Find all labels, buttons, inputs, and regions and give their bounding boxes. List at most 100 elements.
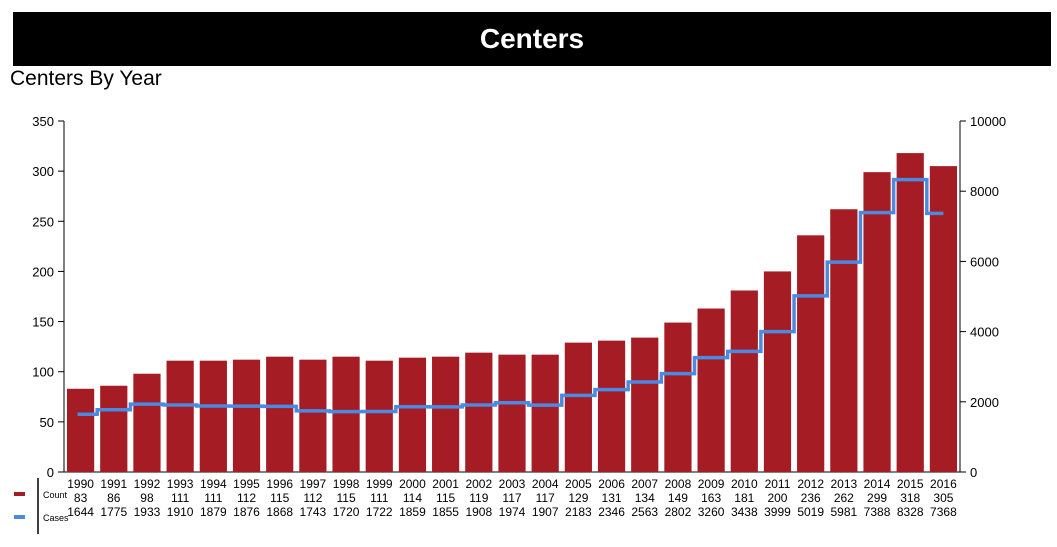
year-label-2014: 2014: [864, 477, 891, 491]
cases-label-1993: 1910: [167, 505, 194, 519]
legend-cases-swatch: [14, 515, 25, 519]
bar-count-1993: [166, 360, 194, 472]
year-label-1994: 1994: [200, 477, 227, 491]
year-label-2008: 2008: [665, 477, 692, 491]
cases-label-1997: 1743: [300, 505, 327, 519]
count-label-1995: 112: [237, 491, 256, 505]
count-label-2003: 117: [502, 491, 521, 505]
cases-label-2005: 2183: [565, 505, 592, 519]
left-tick-label: 300: [32, 164, 54, 179]
cases-label-1996: 1868: [266, 505, 293, 519]
cases-label-2011: 3999: [764, 505, 791, 519]
cases-label-2006: 2346: [598, 505, 625, 519]
bar-count-2010: [730, 290, 758, 472]
bar-count-2006: [597, 340, 626, 472]
bar-count-1991: [100, 385, 128, 472]
bar-count-1995: [232, 359, 261, 472]
cases-label-2001: 1855: [432, 505, 459, 519]
year-label-2003: 2003: [499, 477, 526, 491]
bar-count-1998: [332, 356, 360, 472]
year-label-2001: 2001: [432, 477, 459, 491]
year-label-2013: 2013: [831, 477, 858, 491]
count-label-2014: 299: [867, 491, 887, 505]
bar-count-2012: [797, 235, 825, 472]
right-tick-label: 4000: [970, 325, 999, 340]
cases-label-1994: 1879: [200, 505, 227, 519]
count-label-1990: 83: [74, 491, 88, 505]
count-label-1997: 112: [303, 491, 322, 505]
year-label-2005: 2005: [565, 477, 592, 491]
left-tick-label: 150: [32, 315, 54, 330]
chart-title: Centers By Year: [10, 67, 162, 90]
year-label-1996: 1996: [266, 477, 293, 491]
count-label-2005: 129: [568, 491, 588, 505]
bar-count-2013: [830, 209, 858, 472]
legend-count-swatch: [14, 492, 25, 496]
bar-count-2014: [863, 172, 891, 472]
year-label-2004: 2004: [532, 477, 559, 491]
right-tick-label: 2000: [970, 395, 999, 410]
count-label-2011: 200: [767, 491, 787, 505]
bar-count-2004: [531, 354, 559, 472]
bar-count-1992: [133, 373, 161, 472]
bar-count-2001: [432, 356, 460, 472]
bars: [66, 153, 958, 472]
bar-count-2009: [697, 308, 725, 472]
count-label-2009: 163: [701, 491, 721, 505]
count-label-2004: 117: [536, 491, 555, 505]
bar-count-1990: [66, 388, 95, 472]
year-label-1995: 1995: [233, 477, 260, 491]
bar-count-2008: [664, 322, 692, 472]
cases-label-1995: 1876: [233, 505, 260, 519]
bar-count-2002: [465, 352, 493, 472]
cases-label-2008: 2802: [665, 505, 692, 519]
cases-label-2016: 7368: [930, 505, 957, 519]
count-label-1994: 111: [204, 491, 223, 505]
cases-label-2003: 1974: [499, 505, 526, 519]
cases-label-2013: 5981: [831, 505, 858, 519]
cases-label-1992: 1933: [134, 505, 161, 519]
year-label-2002: 2002: [465, 477, 492, 491]
bar-count-2000: [398, 357, 427, 472]
right-tick-label: 10000: [970, 114, 1006, 129]
year-label-1992: 1992: [134, 477, 161, 491]
cases-label-2012: 5019: [797, 505, 824, 519]
count-label-1993: 111: [171, 491, 190, 505]
bar-count-2015: [896, 153, 924, 472]
year-label-2012: 2012: [797, 477, 824, 491]
left-tick-label: 0: [47, 465, 54, 480]
year-label-2011: 2011: [765, 477, 791, 491]
count-label-2015: 318: [900, 491, 920, 505]
count-label-2010: 181: [734, 491, 754, 505]
year-label-1998: 1998: [333, 477, 360, 491]
cases-label-2009: 3260: [698, 505, 725, 519]
cases-label-1990: 1644: [67, 505, 94, 519]
cases-line: [77, 177, 944, 417]
count-label-2007: 134: [635, 491, 655, 505]
year-label-2007: 2007: [631, 477, 658, 491]
count-label-1992: 98: [140, 491, 154, 505]
year-label-2006: 2006: [598, 477, 625, 491]
cases-label-2010: 3438: [731, 505, 758, 519]
count-label-1996: 115: [270, 491, 289, 505]
cases-label-1999: 1722: [366, 505, 393, 519]
legend: Count Cases: [14, 478, 69, 534]
year-label-1999: 1999: [366, 477, 393, 491]
count-label-2008: 149: [668, 491, 688, 505]
page-title: Centers: [479, 23, 585, 54]
cases-label-2000: 1859: [399, 505, 426, 519]
page-title-banner: Centers: [13, 12, 1051, 66]
count-label-2001: 115: [436, 491, 455, 505]
cases-label-2015: 8328: [897, 505, 924, 519]
cases-label-2014: 7388: [864, 505, 891, 519]
bar-count-1997: [299, 359, 327, 472]
legend-count-label: Count: [43, 490, 68, 500]
year-label-2015: 2015: [897, 477, 924, 491]
left-tick-label: 350: [32, 114, 54, 129]
count-label-2002: 119: [469, 491, 488, 505]
year-label-2010: 2010: [731, 477, 758, 491]
cases-label-2002: 1908: [465, 505, 492, 519]
left-tick-label: 200: [32, 264, 54, 279]
bar-count-2007: [631, 337, 659, 472]
count-label-1999: 111: [370, 491, 389, 505]
